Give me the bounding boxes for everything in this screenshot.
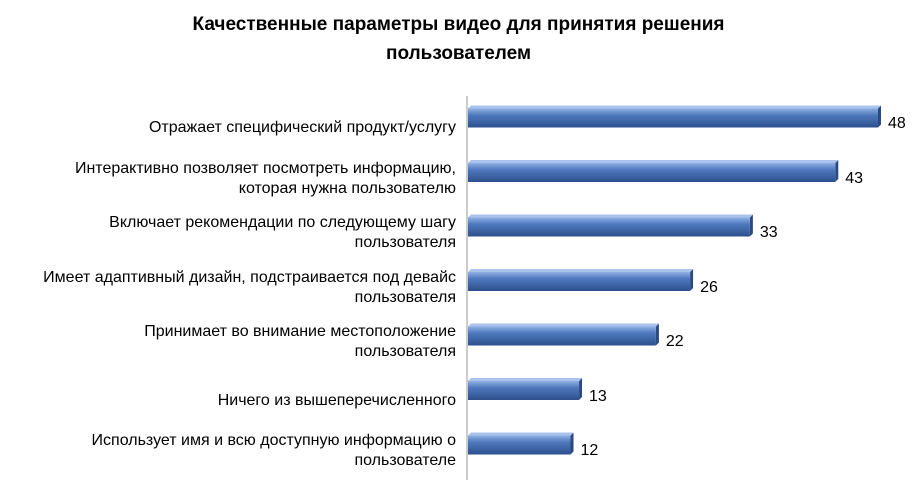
chart-title-line-1: Качественные параметры видео для приняти… [192,14,725,35]
category-label-1-line-1: Отражает специфический продукт/услугу [148,119,456,136]
category-label-5-line-1: Принимает во внимание местоположение [144,323,456,340]
bars-group [468,105,881,455]
value-label-4: 26 [700,278,718,296]
bar-top-4 [468,269,694,272]
value-label-7: 12 [580,442,599,459]
category-label-3-line-2: пользователя [354,234,456,251]
category-label-5-line-2: пользователя [354,343,456,360]
category-label-2-line-2: которая нужна пользователю [238,179,456,197]
bar-top-3 [468,214,753,218]
category-label-4-line-1: Имеет адаптивный дизайн, подстраивается … [43,268,456,286]
category-label-7: Использует имя и всю доступную информаци… [16,431,456,471]
bar-top-5 [468,323,659,327]
bar-5 [468,326,656,346]
bar-1 [468,108,878,128]
chart-title-line-2: пользователем [386,43,531,64]
value-label-2: 43 [845,169,864,187]
bar-top-1 [468,105,881,109]
category-label-4: Имеет адаптивный дизайн, подстраивается … [16,268,456,308]
value-label-6: 13 [589,387,607,405]
category-label-3-line-1: Включает рекомендации по следующему шагу [109,214,456,231]
bar-side-3 [749,214,753,237]
value-label-5: 22 [665,333,684,350]
bar-6 [468,381,580,400]
category-label-3: Включает рекомендации по следующему шагу… [16,213,456,253]
bar-side-6 [579,378,583,400]
bar-top-7 [468,432,574,436]
bar-7 [468,435,571,455]
value-label-3: 33 [759,224,778,241]
category-label-2: Интерактивно позволяет посмотреть информ… [16,159,456,199]
bar-side-5 [655,323,659,346]
category-label-7-line-1: Использует имя и всю доступную информаци… [91,432,456,449]
bar-top-6 [468,378,583,381]
bar-4 [468,272,691,291]
category-label-1: Отражает специфический продукт/услугу [16,118,456,138]
category-label-7-line-2: пользователе [354,452,456,469]
bar-2 [468,163,836,182]
category-label-6: Ничего из вышеперечисленного [16,391,456,411]
bar-side-2 [835,160,839,182]
bar-side-4 [690,269,694,291]
bar-side-7 [570,432,574,455]
bar-side-1 [878,105,881,128]
category-label-2-line-1: Интерактивно позволяет посмотреть информ… [74,159,456,177]
value-label-1: 48 [888,115,906,132]
category-label-6-line-1: Ничего из вышеперечисленного [217,391,456,409]
bar-3 [468,217,750,237]
category-label-4-line-2: пользователя [354,288,456,306]
chart-title: Качественные параметры видео для приняти… [0,10,917,68]
bar-top-2 [468,160,839,163]
category-label-5: Принимает во внимание местоположение поль… [16,322,456,362]
